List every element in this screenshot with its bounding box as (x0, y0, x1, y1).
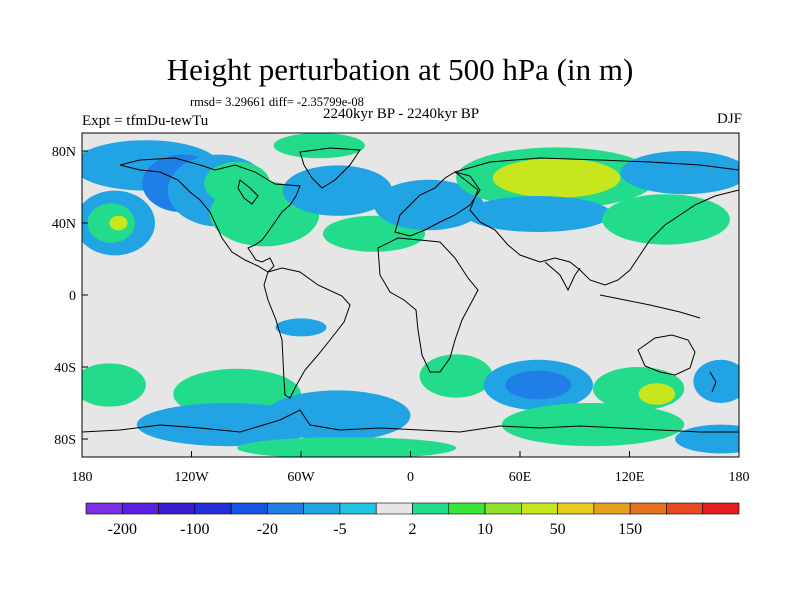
lat-tick-label: 0 (69, 289, 76, 304)
lon-tick-label: 120E (615, 470, 645, 485)
colorbar-swatch (121, 502, 159, 515)
colorbar-swatch (448, 502, 486, 515)
coastlines (82, 147, 739, 433)
anomaly-patch-lightgreen (273, 133, 365, 159)
colorbar-label: 150 (618, 521, 642, 538)
lat-tick-label: 40N (52, 217, 76, 232)
anomaly-patch-lightblue (465, 196, 612, 232)
colorbar-swatch (85, 502, 123, 515)
lon-tick-label: 0 (407, 470, 414, 485)
colorbar-label: -5 (333, 521, 346, 538)
anomaly-patch-lightgreen (419, 354, 493, 398)
anomaly-patch-lightgreen (204, 161, 270, 205)
anomaly-patch-lightblue (275, 318, 327, 337)
lon-tick-label: 180 (72, 470, 93, 485)
colorbar-swatch (629, 502, 667, 515)
lon-tick-label: 60E (509, 470, 532, 485)
anomaly-patch-yellowgreen (109, 215, 128, 231)
colorbar-swatch (339, 502, 377, 515)
colorbar-swatch (557, 502, 595, 515)
coastline-asia (453, 157, 739, 286)
colorbar-swatch (666, 502, 704, 515)
lon-tick-label: 120W (174, 470, 209, 485)
colorbar-swatch (412, 502, 450, 515)
season-label: DJF (716, 111, 742, 127)
lon-tick-label: 60W (287, 470, 315, 485)
anomaly-patch-lightblue (264, 390, 411, 441)
coastline-hudson-bay (237, 179, 259, 205)
coastline-india (544, 261, 581, 292)
anomaly-patch-yellowgreen (638, 383, 676, 405)
coastline-antarctica (82, 409, 739, 433)
anomaly-patch-lightblue (693, 359, 739, 403)
coastline-africa (377, 237, 479, 373)
lat-tick-label: 80N (52, 145, 76, 160)
colorbar-label: -100 (180, 521, 209, 538)
colorbar-swatch (158, 502, 196, 515)
colorbar-swatch (230, 502, 268, 515)
colorbar-label: 10 (477, 521, 493, 538)
map-title: Height perturbation at 500 hPa (in m) (166, 52, 634, 87)
coastline-greenland (299, 147, 361, 189)
anomaly-patch-yellowgreen (492, 158, 621, 198)
colorbar-swatch (375, 502, 413, 515)
colorbar-swatch (521, 502, 558, 515)
colorbar-swatch (702, 502, 740, 515)
anomaly-patch-lightgreen (237, 437, 457, 457)
colorbar-swatch (267, 502, 304, 515)
colorbar: -200 -100 -20 -5 2 10 50 150 (85, 502, 740, 538)
experiment-label: Expt = tfmDu-tewTu (82, 113, 209, 129)
colorbar-swatch (303, 502, 341, 515)
anomaly-field (82, 133, 739, 457)
coastline-indonesia (599, 294, 701, 319)
colorbar-label: 2 (409, 521, 417, 538)
period-label: 2240kyr BP - 2240kyr BP (323, 106, 480, 122)
coastline-new-zealand (709, 371, 717, 393)
anomaly-patch-blue (505, 370, 572, 400)
coastline-north-america (119, 157, 301, 273)
colorbar-swatch (484, 502, 522, 515)
lat-tick-label: 80S (54, 433, 76, 448)
lon-tick-label: 180 (729, 470, 750, 485)
coastline-australia (637, 334, 696, 376)
anomaly-patch-lightblue (282, 165, 393, 216)
anomaly-patch-lightgreen (501, 403, 685, 447)
colorbar-label: -200 (108, 521, 137, 538)
colorbar-swatch (593, 502, 631, 515)
longitude-axis: 180 120W 60W 0 60E 120E 180 (72, 451, 750, 485)
colorbar-label: -20 (257, 521, 278, 538)
anomaly-patch-lightgreen (82, 363, 146, 407)
lat-tick-label: 40S (54, 361, 76, 376)
anomaly-patch-lightblue (374, 179, 484, 231)
anomaly-patch-lightgreen (602, 194, 730, 245)
colorbar-label: 50 (550, 521, 566, 538)
anomaly-patch-lightblue (675, 424, 739, 454)
coastline-europe (394, 171, 481, 237)
colorbar-swatch (194, 502, 232, 515)
anomaly-patch-lightblue (620, 151, 739, 195)
coastline-south-america (263, 267, 351, 399)
rmsd-diff-text: rmsd= 3.29661 diff= -2.35799e-08 (190, 95, 364, 109)
latitude-axis: 80N 40N 0 40S 80S (52, 145, 88, 448)
